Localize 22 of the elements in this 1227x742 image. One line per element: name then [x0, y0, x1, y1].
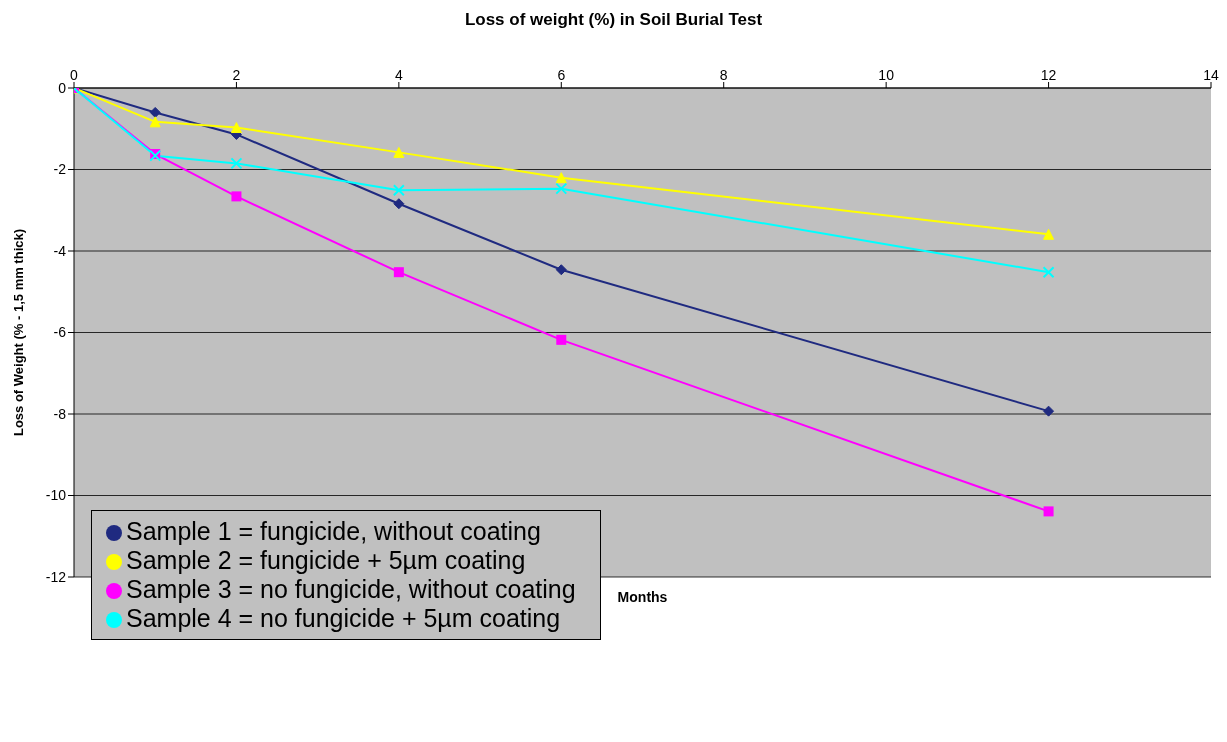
y-tick-label: -6: [53, 324, 67, 341]
x-tick-label: 6: [557, 67, 566, 83]
y-tick-label: -10: [45, 487, 67, 504]
y-tick-label: -8: [53, 405, 67, 422]
y-tick-label: -4: [53, 242, 67, 259]
y-tick-label: -12: [45, 568, 67, 585]
legend-label: Sample 1 = fungicide, without coating: [126, 517, 541, 545]
x-tick-label: 10: [878, 67, 895, 83]
legend-label: Sample 4 = no fungicide + 5µm coating: [126, 604, 561, 632]
legend-label: Sample 2 = fungicide + 5µm coating: [126, 546, 526, 574]
y-axis-title: Loss of Weight (% - 1,5 mm thick): [10, 228, 26, 437]
x-tick-label: 12: [1040, 67, 1057, 83]
x-axis-title: Months: [617, 589, 668, 605]
chart-title: Loss of weight (%) in Soil Burial Test: [463, 9, 764, 31]
x-tick-label: 14: [1203, 67, 1219, 83]
x-tick-label: 2: [232, 67, 241, 83]
x-tick-label: 4: [394, 67, 403, 83]
legend-label: Sample 3 = no fungicide, without coating: [126, 575, 576, 603]
x-tick-label: 8: [719, 67, 728, 83]
y-tick-label: -2: [53, 161, 67, 178]
y-tick-label: 0: [58, 79, 67, 96]
x-tick-label: 0: [70, 67, 79, 83]
